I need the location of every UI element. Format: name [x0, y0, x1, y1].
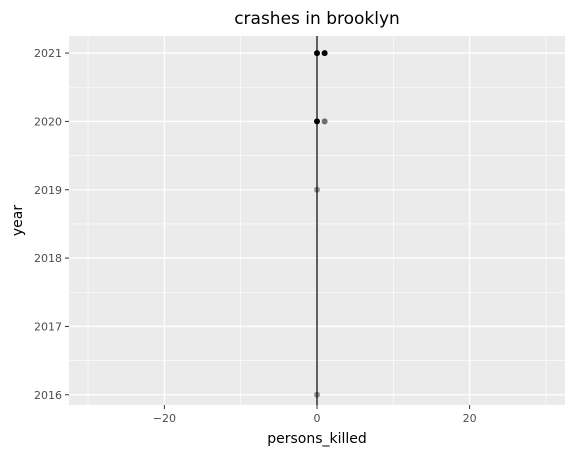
x-tick-label: 20: [463, 412, 477, 425]
y-tick-label: 2017: [34, 320, 62, 333]
x-tick-label: −20: [153, 412, 176, 425]
y-tick-label: 2019: [34, 184, 62, 197]
data-point: [314, 50, 320, 57]
y-tick-label: 2021: [34, 47, 62, 60]
y-axis-label: year: [10, 205, 26, 236]
data-points: [314, 50, 328, 398]
chart-title: crashes in brooklyn: [234, 9, 400, 29]
data-point: [321, 50, 328, 57]
y-tick-label: 2016: [34, 389, 62, 402]
y-axis-ticks: 2016 2017 2018 2019 2020 2021: [34, 47, 69, 402]
y-tick-label: 2018: [34, 252, 62, 265]
x-axis-ticks: −20 0 20: [153, 405, 477, 425]
data-point: [314, 118, 320, 125]
x-tick-label: 0: [314, 412, 321, 425]
data-point: [321, 118, 328, 125]
y-tick-label: 2020: [34, 115, 62, 128]
data-point: [314, 391, 320, 398]
x-axis-label: persons_killed: [267, 431, 367, 447]
data-point: [314, 186, 320, 193]
